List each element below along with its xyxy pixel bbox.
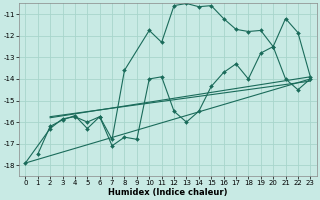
X-axis label: Humidex (Indice chaleur): Humidex (Indice chaleur) bbox=[108, 188, 228, 197]
